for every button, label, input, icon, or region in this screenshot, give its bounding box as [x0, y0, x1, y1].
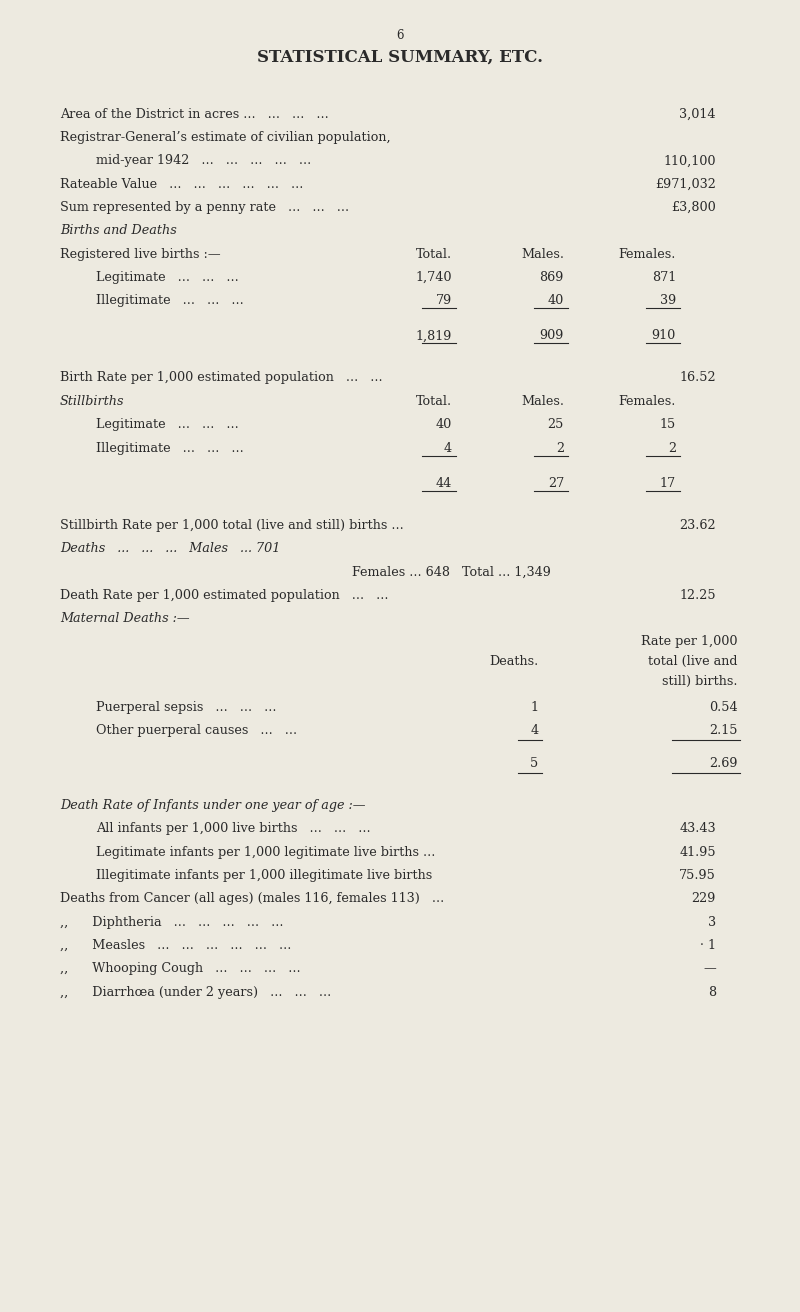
Text: Puerperal sepsis   ...   ...   ...: Puerperal sepsis ... ... ... [96, 701, 277, 714]
Text: 12.25: 12.25 [679, 589, 716, 602]
Text: mid-year 1942   ...   ...   ...   ...   ...: mid-year 1942 ... ... ... ... ... [96, 155, 311, 168]
Text: 3,014: 3,014 [679, 108, 716, 121]
Text: 3: 3 [708, 916, 716, 929]
Text: 4: 4 [530, 724, 538, 737]
Text: Maternal Deaths :—: Maternal Deaths :— [60, 611, 190, 625]
Text: ,,      Measles   ...   ...   ...   ...   ...   ...: ,, Measles ... ... ... ... ... ... [60, 939, 291, 953]
Text: 1,740: 1,740 [415, 272, 452, 285]
Text: 1: 1 [530, 701, 538, 714]
Text: ,,      Whooping Cough   ...   ...   ...   ...: ,, Whooping Cough ... ... ... ... [60, 962, 301, 975]
Text: Females.: Females. [618, 248, 676, 261]
Text: 43.43: 43.43 [679, 823, 716, 836]
Text: 25: 25 [548, 419, 564, 432]
Text: Deaths   ...   ...   ...   Males   ... 701: Deaths ... ... ... Males ... 701 [60, 542, 280, 555]
Text: Females.: Females. [618, 395, 676, 408]
Text: 39: 39 [660, 294, 676, 307]
Text: 2: 2 [668, 442, 676, 454]
Text: 15: 15 [660, 419, 676, 432]
Text: Illegitimate   ...   ...   ...: Illegitimate ... ... ... [96, 294, 244, 307]
Text: 6: 6 [396, 29, 404, 42]
Text: 23.62: 23.62 [679, 518, 716, 531]
Text: All infants per 1,000 live births   ...   ...   ...: All infants per 1,000 live births ... ..… [96, 823, 370, 836]
Text: 8: 8 [708, 985, 716, 998]
Text: · 1: · 1 [700, 939, 716, 953]
Text: 44: 44 [436, 476, 452, 489]
Text: 2.69: 2.69 [709, 757, 738, 770]
Text: Stillbirth Rate per 1,000 total (live and still) births ...: Stillbirth Rate per 1,000 total (live an… [60, 518, 404, 531]
Text: 5: 5 [530, 757, 538, 770]
Text: Area of the District in acres ...   ...   ...   ...: Area of the District in acres ... ... ..… [60, 108, 329, 121]
Text: Legitimate infants per 1,000 legitimate live births ...: Legitimate infants per 1,000 legitimate … [96, 845, 435, 858]
Text: STATISTICAL SUMMARY, ETC.: STATISTICAL SUMMARY, ETC. [257, 49, 543, 66]
Text: Total.: Total. [416, 248, 452, 261]
Text: 4: 4 [444, 442, 452, 454]
Text: £3,800: £3,800 [671, 201, 716, 214]
Text: ,,      Diphtheria   ...   ...   ...   ...   ...: ,, Diphtheria ... ... ... ... ... [60, 916, 283, 929]
Text: £971,032: £971,032 [655, 177, 716, 190]
Text: 40: 40 [548, 294, 564, 307]
Text: Death Rate per 1,000 estimated population   ...   ...: Death Rate per 1,000 estimated populatio… [60, 589, 389, 602]
Text: Total.: Total. [416, 395, 452, 408]
Text: 1,819: 1,819 [416, 329, 452, 342]
Text: 871: 871 [652, 272, 676, 285]
Text: Deaths from Cancer (all ages) (males 116, females 113)   ...: Deaths from Cancer (all ages) (males 116… [60, 892, 444, 905]
Text: 17: 17 [660, 476, 676, 489]
Text: Females ... 648   Total ... 1,349: Females ... 648 Total ... 1,349 [352, 565, 551, 579]
Text: 110,100: 110,100 [663, 155, 716, 168]
Text: Legitimate   ...   ...   ...: Legitimate ... ... ... [96, 272, 238, 285]
Text: Deaths.: Deaths. [489, 655, 538, 668]
Text: Death Rate of Infants under one year of age :—: Death Rate of Infants under one year of … [60, 799, 366, 812]
Text: Legitimate   ...   ...   ...: Legitimate ... ... ... [96, 419, 238, 432]
Text: Registrar-General’s estimate of civilian population,: Registrar-General’s estimate of civilian… [60, 131, 390, 144]
Text: Rate per 1,000: Rate per 1,000 [641, 635, 738, 648]
Text: Births and Deaths: Births and Deaths [60, 224, 177, 237]
Text: Illegitimate infants per 1,000 illegitimate live births: Illegitimate infants per 1,000 illegitim… [96, 869, 432, 882]
Text: Males.: Males. [521, 248, 564, 261]
Text: 910: 910 [652, 329, 676, 342]
Text: 16.52: 16.52 [679, 371, 716, 384]
Text: Sum represented by a penny rate   ...   ...   ...: Sum represented by a penny rate ... ... … [60, 201, 349, 214]
Text: 41.95: 41.95 [679, 845, 716, 858]
Text: 2: 2 [556, 442, 564, 454]
Text: Birth Rate per 1,000 estimated population   ...   ...: Birth Rate per 1,000 estimated populatio… [60, 371, 382, 384]
Text: —: — [703, 962, 716, 975]
Text: 79: 79 [436, 294, 452, 307]
Text: 40: 40 [436, 419, 452, 432]
Text: Registered live births :—: Registered live births :— [60, 248, 221, 261]
Text: 909: 909 [540, 329, 564, 342]
Text: Stillbirths: Stillbirths [60, 395, 125, 408]
Text: Other puerperal causes   ...   ...: Other puerperal causes ... ... [96, 724, 297, 737]
Text: Illegitimate   ...   ...   ...: Illegitimate ... ... ... [96, 442, 244, 454]
Text: Males.: Males. [521, 395, 564, 408]
Text: total (live and: total (live and [648, 655, 738, 668]
Text: 869: 869 [540, 272, 564, 285]
Text: still) births.: still) births. [662, 676, 738, 687]
Text: 229: 229 [692, 892, 716, 905]
Text: Rateable Value   ...   ...   ...   ...   ...   ...: Rateable Value ... ... ... ... ... ... [60, 177, 303, 190]
Text: 2.15: 2.15 [709, 724, 738, 737]
Text: 27: 27 [548, 476, 564, 489]
Text: ,,      Diarrhœa (under 2 years)   ...   ...   ...: ,, Diarrhœa (under 2 years) ... ... ... [60, 985, 331, 998]
Text: 75.95: 75.95 [679, 869, 716, 882]
Text: 0.54: 0.54 [709, 701, 738, 714]
